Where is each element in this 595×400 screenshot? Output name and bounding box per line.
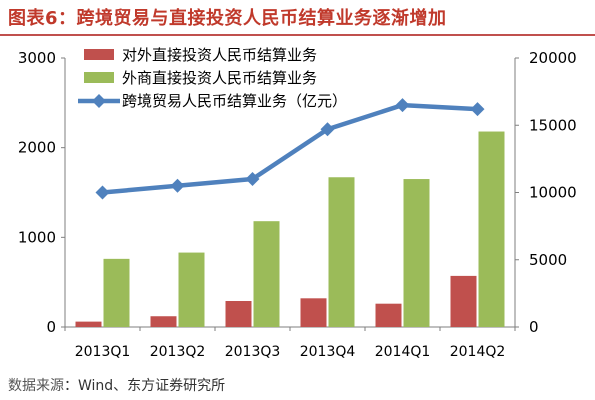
bar-inward-fdi	[253, 221, 280, 327]
left-tick-label: 2000	[18, 139, 56, 157]
bar-inward-fdi	[478, 131, 505, 327]
trade-settlement-point	[95, 185, 110, 200]
source-note: 数据来源：Wind、东方证券研究所	[8, 375, 225, 395]
trade-settlement-point	[170, 178, 185, 193]
legend-label-trade: 跨境贸易人民币结算业务（亿元）	[122, 92, 347, 110]
bar-inward-fdi	[328, 177, 355, 327]
trade-settlement-point	[470, 102, 485, 117]
legend-swatch-outward-fdi	[84, 49, 114, 60]
left-tick-label: 0	[46, 318, 56, 336]
bar-outward-fdi	[75, 321, 102, 327]
x-tick-label: 2013Q2	[150, 344, 206, 360]
legend-swatch-trade-marker	[92, 94, 106, 108]
x-tick-label: 2013Q1	[75, 344, 131, 360]
bar-inward-fdi	[103, 258, 130, 327]
bar-outward-fdi	[375, 303, 402, 327]
legend-label-outward-fdi: 对外直接投资人民币结算业务	[122, 46, 317, 64]
bar-outward-fdi	[150, 316, 177, 327]
source-label: 数据来源	[8, 378, 64, 394]
right-tick-label: 10000	[529, 184, 577, 202]
title-divider	[0, 34, 595, 36]
legend-swatch-inward-fdi	[84, 72, 114, 83]
right-tick-label: 20000	[529, 49, 577, 67]
trade-settlement-point	[395, 98, 410, 113]
left-tick-label: 1000	[18, 228, 56, 246]
right-tick-label: 0	[529, 318, 539, 336]
trade-settlement-line	[102, 102, 478, 195]
source-colon: ：	[64, 378, 78, 394]
bar-outward-fdi	[225, 300, 252, 327]
legend-label-inward-fdi: 外商直接投资人民币结算业务	[122, 69, 317, 87]
trade-settlement-point	[245, 172, 260, 187]
chart-title: 图表6：跨境贸易与直接投资人民币结算业务逐渐增加	[8, 8, 447, 29]
left-tick-label: 3000	[18, 49, 56, 67]
trade-settlement-point	[320, 122, 335, 137]
right-tick-label: 5000	[529, 251, 567, 269]
x-tick-label: 2013Q3	[225, 344, 281, 360]
source-text: Wind、东方证券研究所	[78, 378, 226, 394]
x-tick-label: 2013Q4	[300, 344, 356, 360]
x-tick-label: 2014Q1	[375, 344, 431, 360]
right-tick-label: 15000	[529, 116, 577, 134]
bar-inward-fdi	[403, 179, 430, 327]
x-tick-label: 2014Q2	[450, 344, 506, 360]
bar-outward-fdi	[300, 298, 327, 327]
bar-outward-fdi	[450, 275, 477, 327]
bar-inward-fdi	[178, 252, 205, 327]
